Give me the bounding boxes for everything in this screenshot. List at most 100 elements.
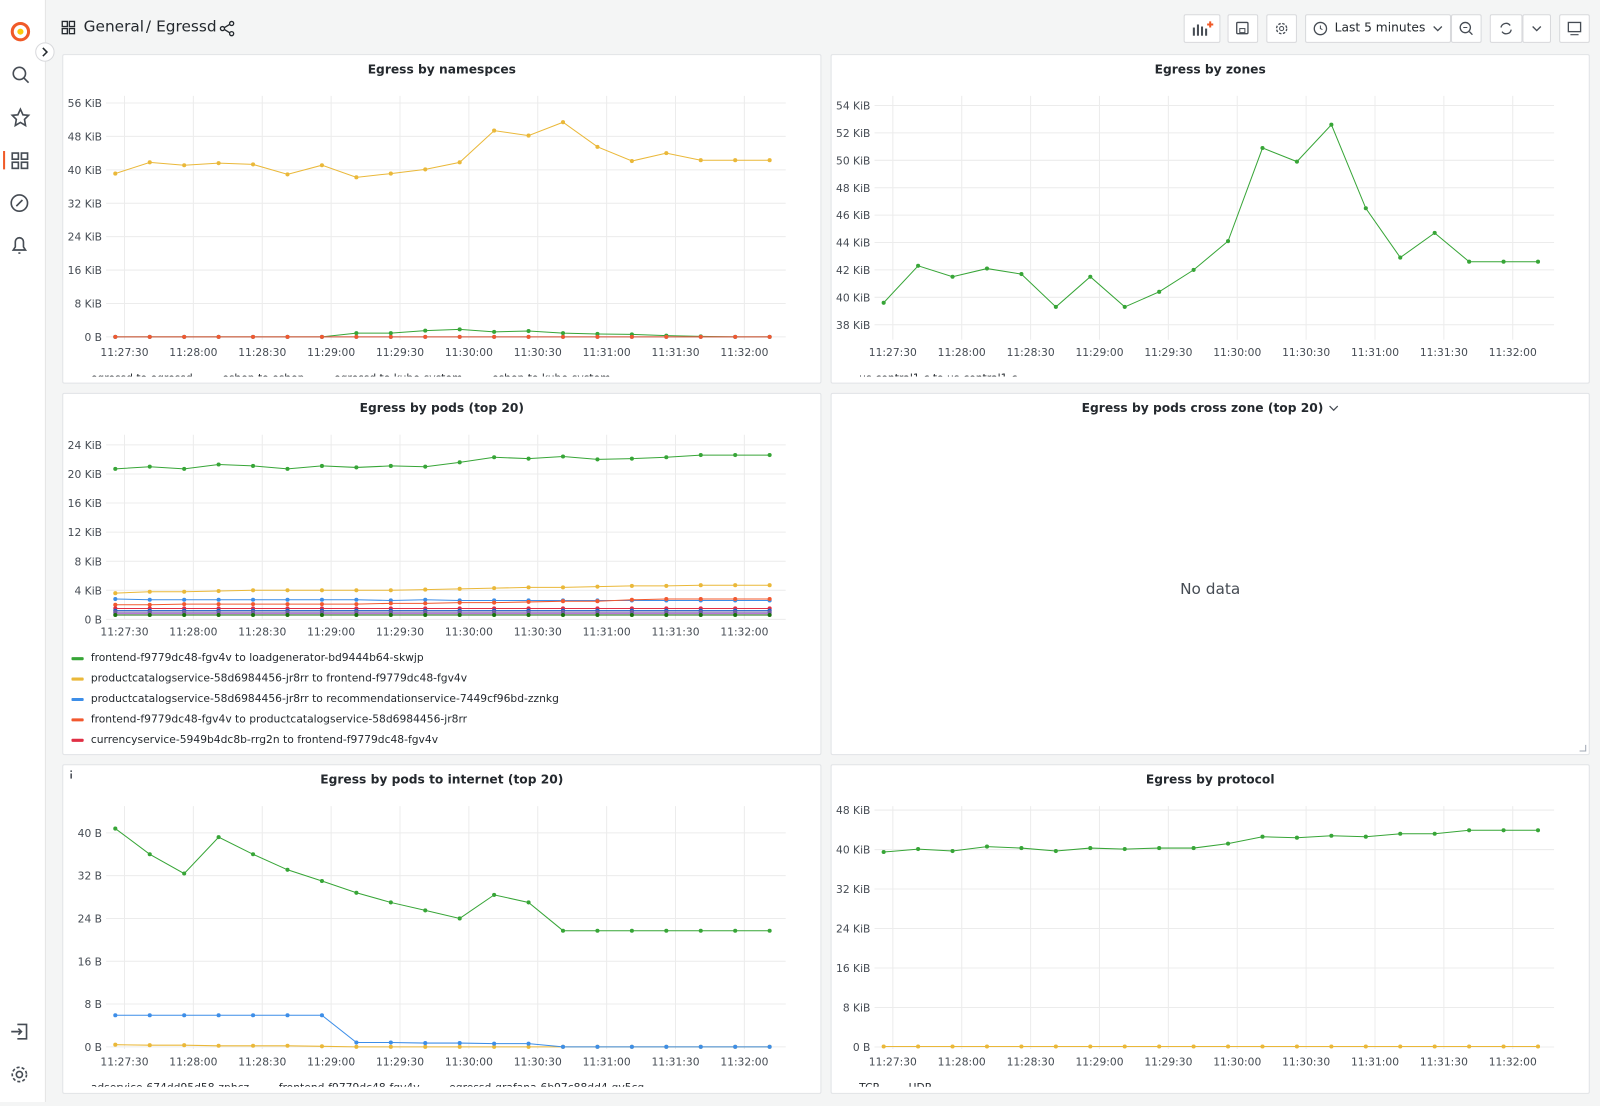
legend-swatch	[839, 1086, 853, 1087]
data-point	[767, 158, 772, 163]
search-icon[interactable]	[12, 66, 30, 84]
data-point	[423, 1041, 428, 1046]
y-tick-label: 48 KiB	[836, 804, 870, 817]
x-tick-label: 11:30:30	[514, 626, 562, 639]
legend-label: TCP	[859, 1082, 879, 1087]
panel-title-text: Egress by namespces	[367, 62, 516, 77]
data-point	[388, 588, 393, 593]
panel-info-icon[interactable]	[66, 768, 76, 780]
legend-item[interactable]: UDP	[889, 1078, 931, 1087]
y-tick-label: 0 B	[84, 331, 102, 344]
data-point	[698, 610, 703, 615]
data-point	[526, 900, 531, 905]
legend-item[interactable]: eshop to kube-system	[473, 368, 611, 376]
legend-item[interactable]: productcatalogservice-58d6984456-jr8rr t…	[71, 689, 559, 709]
sidebar-expand[interactable]	[35, 42, 55, 62]
legend-item[interactable]: frontend-f9779dc48-fgv4v to productcatal…	[71, 709, 467, 729]
y-tick-label: 48 KiB	[836, 182, 870, 195]
chart: 38 KiB 40 KiB 42 KiB 44 KiB 46 KiB 48 KiB 50 K…	[836, 95, 1555, 359]
legend-item[interactable]: eshop to eshop	[203, 368, 304, 376]
resize-handle[interactable]	[1579, 744, 1587, 752]
zoom-out-button[interactable]	[1451, 14, 1482, 43]
tv-mode-button[interactable]	[1559, 14, 1590, 43]
legend-item[interactable]: us-central1-c to us-central1-c	[840, 368, 1017, 376]
legend-item[interactable]: TCP	[839, 1078, 879, 1087]
data-point	[251, 463, 256, 468]
grafana-logo[interactable]	[10, 21, 31, 42]
data-point	[1467, 1044, 1472, 1049]
alerting-icon[interactable]	[11, 236, 28, 254]
data-point	[698, 596, 703, 602]
data-point	[595, 612, 600, 618]
data-point	[388, 331, 393, 336]
data-point	[950, 848, 955, 854]
data-point	[216, 602, 221, 607]
settings-icon[interactable]	[11, 1066, 28, 1083]
series-line	[115, 584, 770, 594]
legend-item[interactable]: egressd to kube-system	[315, 368, 462, 376]
starred-icon[interactable]	[10, 107, 31, 128]
data-point	[733, 453, 738, 458]
sign-in-icon[interactable]	[11, 1023, 28, 1040]
data-point	[216, 1043, 221, 1048]
panel-title[interactable]: Egress by pods to internet (top 20)	[63, 772, 820, 786]
panel-menu-chevron[interactable]	[1328, 404, 1339, 412]
data-point	[388, 601, 393, 606]
x-tick-label: 11:28:00	[169, 1055, 217, 1068]
data-point	[984, 266, 990, 271]
data-point	[1226, 841, 1231, 846]
settings-button[interactable]	[1266, 14, 1297, 43]
dashboards-icon[interactable]	[11, 152, 29, 170]
legend-item[interactable]: frontend-f9779dc48-fgv4v	[259, 1078, 420, 1087]
add-panel-button[interactable]	[1183, 14, 1221, 43]
x-tick-label: 11:30:00	[445, 626, 493, 639]
panel-title[interactable]: Egress by protocol	[832, 772, 1589, 786]
data-point	[916, 1044, 921, 1049]
data-point	[251, 1013, 256, 1018]
panel-title[interactable]: Egress by pods cross zone (top 20)	[832, 401, 1589, 415]
data-point	[113, 171, 118, 176]
legend-item[interactable]: adservice-674dd95d58-zphcz	[71, 1078, 249, 1087]
legend-item[interactable]: egressd-grafana-6b97c88dd4-qv5cg	[429, 1078, 644, 1087]
legend: us-central1-c to us-central1-c	[840, 368, 1581, 376]
data-point	[1329, 1044, 1334, 1049]
refresh-button[interactable]	[1489, 14, 1523, 43]
data-point	[216, 1013, 221, 1018]
legend-label: productcatalogservice-58d6984456-jr8rr t…	[90, 672, 468, 685]
data-point	[595, 584, 600, 589]
legend-swatch	[71, 717, 84, 721]
y-tick-label: 56 KiB	[68, 97, 102, 110]
time-picker[interactable]: Last 5 minutes	[1305, 14, 1452, 43]
chevron	[1329, 405, 1339, 412]
panel: Egress by pods cross zone (top 20) No dat…	[830, 392, 1590, 756]
panel-title[interactable]: Egress by zones	[832, 62, 1589, 76]
panel-title[interactable]: Egress by namespces	[63, 62, 820, 76]
save-button[interactable]	[1227, 14, 1259, 43]
chart: 0 B 8 KiB 16 KiB 24 KiB 32 KiB 40 KiB 48 KiB 11…	[836, 804, 1555, 1068]
data-point	[560, 599, 566, 604]
data-point	[767, 583, 772, 588]
breadcrumb-folder[interactable]: General	[83, 17, 145, 36]
data-point	[560, 612, 566, 618]
legend-item[interactable]: frontend-f9779dc48-fgv4v to loadgenerato…	[71, 648, 424, 668]
x-tick-label: 11:32:00	[720, 346, 768, 359]
dashboard-grid-icon	[61, 20, 76, 35]
share-icon[interactable]	[219, 20, 235, 37]
legend-item[interactable]: egressd to egressd	[71, 368, 193, 376]
legend-item[interactable]: currencyservice-5949b4dc8b-rrg2n to fron…	[71, 730, 438, 748]
y-tick-label: 16 KiB	[68, 264, 102, 277]
x-tick-label: 11:27:30	[100, 626, 148, 639]
refresh-interval-button[interactable]	[1522, 14, 1552, 43]
panel-title[interactable]: Egress by pods (top 20)	[63, 401, 820, 415]
explore-icon[interactable]	[10, 194, 29, 213]
data-point	[147, 160, 152, 165]
data-point	[182, 163, 187, 168]
data-point	[113, 1013, 118, 1018]
legend: egressd to egressd eshop to eshop egressd …	[71, 368, 812, 376]
x-tick-label: 11:29:30	[376, 346, 424, 359]
legend-item[interactable]: productcatalogservice-58d6984456-jr8rr t…	[71, 668, 467, 688]
data-point	[319, 602, 324, 607]
breadcrumb-dashboard: Egressd	[156, 17, 217, 36]
data-point	[1122, 847, 1127, 852]
data-point	[629, 1044, 634, 1049]
